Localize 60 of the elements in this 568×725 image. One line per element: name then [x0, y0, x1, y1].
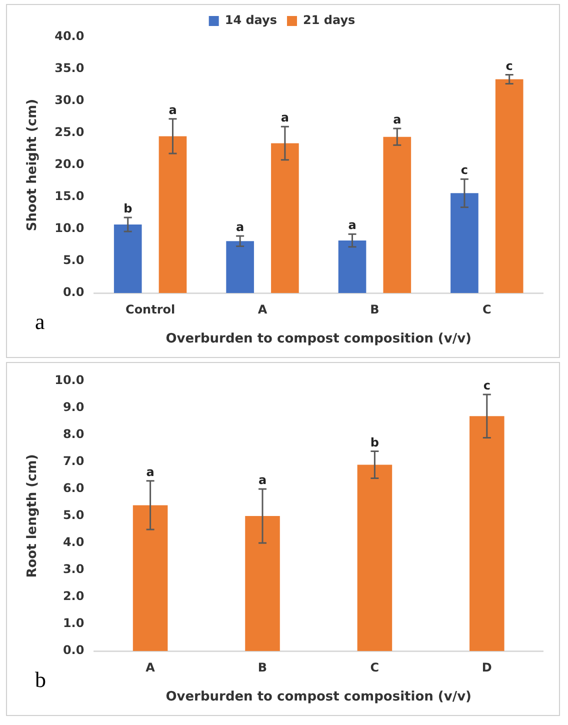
data-label: a [393, 112, 402, 127]
y-tick-label: 8.0 [62, 427, 84, 442]
x-axis-title: Overburden to compost composition (v/v) [166, 332, 472, 347]
bar [470, 416, 504, 651]
x-tick-label: Control [126, 302, 176, 316]
data-label: c [506, 58, 513, 73]
bar [245, 516, 280, 651]
legend-label: 14 days [224, 13, 278, 28]
text: a [35, 309, 45, 334]
y-tick-label: 40.0 [54, 29, 84, 44]
text: b [35, 667, 46, 692]
y-axis-title: Shoot height (cm) [25, 98, 40, 232]
data-label: b [124, 202, 133, 216]
data-label: a [146, 465, 154, 480]
bar [495, 79, 524, 293]
y-tick-label: 3.0 [62, 562, 84, 576]
bar [357, 464, 392, 651]
y-axis-title: Root length (cm) [25, 454, 40, 578]
bar [132, 505, 168, 651]
data-label: a [258, 473, 267, 488]
bar [158, 136, 187, 293]
y-tick-label: 20.0 [54, 157, 84, 172]
data-label: b [370, 435, 380, 450]
y-tick-label: 35.0 [54, 61, 84, 76]
bar [226, 241, 254, 293]
y-tick-label: 5.0 [62, 508, 84, 522]
data-label: a [280, 110, 289, 125]
y-tick-label: 6.0 [62, 481, 84, 496]
bar [450, 193, 478, 293]
y-tick-label: 25.0 [54, 125, 84, 140]
y-tick-label: 7.0 [62, 454, 84, 468]
y-tick-label: 10.0 [54, 221, 84, 236]
x-tick-label: D [482, 660, 492, 674]
y-tick-label: 30.0 [54, 93, 84, 108]
y-tick-label: 15.0 [54, 189, 84, 204]
legend-label: 21 days [303, 13, 356, 28]
x-tick-label: A [146, 660, 156, 674]
data-label: a [236, 220, 244, 234]
data-label: a [168, 103, 177, 118]
y-tick-label: 4.0 [62, 535, 84, 550]
y-tick-label: 5.0 [62, 253, 84, 268]
y-tick-label: 9.0 [62, 400, 84, 414]
data-label: c [483, 378, 490, 393]
y-tick-label: 1.0 [62, 616, 84, 630]
x-tick-label: B [258, 660, 268, 674]
x-tick-label: C [482, 302, 492, 316]
x-axis-title: Overburden to compost composition (v/v) [166, 690, 472, 705]
data-label: a [348, 218, 356, 232]
data-label: c [460, 163, 468, 178]
x-tick-label: B [370, 302, 380, 316]
bar [383, 136, 412, 293]
y-tick-label: 2.0 [62, 589, 84, 604]
x-tick-label: C [370, 660, 380, 674]
y-tick-label: 0.0 [62, 643, 84, 658]
bar [271, 143, 299, 293]
bar [114, 224, 142, 293]
y-tick-label: 10.0 [54, 373, 84, 388]
x-tick-label: A [258, 302, 268, 316]
bar [338, 240, 366, 293]
y-tick-label: 0.0 [62, 285, 84, 300]
